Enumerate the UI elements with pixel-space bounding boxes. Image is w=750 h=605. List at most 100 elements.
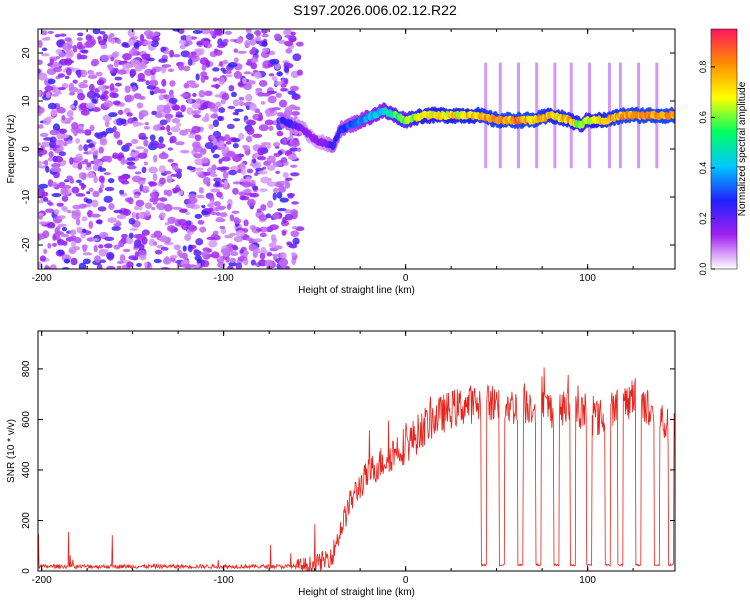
noise-blob xyxy=(98,40,107,46)
noise-blob xyxy=(211,251,220,259)
noise-blob xyxy=(258,259,268,267)
noise-blob xyxy=(152,124,161,131)
snr-ytick-label: 400 xyxy=(21,461,32,478)
noise-blob xyxy=(151,206,156,211)
noise-blob xyxy=(81,216,88,222)
noise-blob xyxy=(38,212,44,217)
noise-blob xyxy=(177,62,185,71)
noise-blob xyxy=(282,29,293,36)
noise-blob xyxy=(238,101,245,107)
noise-blob xyxy=(171,164,179,171)
noise-blob xyxy=(188,224,198,232)
noise-blob xyxy=(267,63,274,68)
noise-blob xyxy=(290,164,298,168)
noise-blob xyxy=(266,181,277,187)
noise-blob xyxy=(278,185,287,193)
noise-blob xyxy=(284,106,293,114)
noise-blob xyxy=(249,49,256,55)
noise-blob xyxy=(195,171,202,176)
noise-blob xyxy=(38,261,43,269)
noise-blob xyxy=(231,91,237,98)
noise-blob xyxy=(275,182,284,188)
noise-blob xyxy=(160,246,169,251)
noise-blob xyxy=(295,226,305,232)
snr-ytick-label: 200 xyxy=(21,512,32,529)
noise-blob xyxy=(210,84,221,88)
noise-blob xyxy=(169,80,176,87)
noise-blob xyxy=(62,206,68,212)
noise-blob xyxy=(250,259,256,266)
noise-blob xyxy=(45,91,51,99)
noise-blob xyxy=(38,68,41,74)
noise-blob xyxy=(246,168,254,174)
noise-blob xyxy=(53,67,62,73)
noise-blob xyxy=(229,214,235,222)
noise-blob xyxy=(292,237,300,245)
noise-blob xyxy=(82,79,88,84)
noise-blob xyxy=(98,131,109,136)
noise-blob xyxy=(57,249,65,256)
noise-blob xyxy=(92,158,100,166)
noise-blob xyxy=(293,106,301,111)
noise-blob xyxy=(217,116,223,121)
noise-blob xyxy=(75,138,81,144)
noise-blob xyxy=(141,236,148,245)
noise-blob xyxy=(127,29,136,37)
noise-blob xyxy=(148,166,158,174)
noise-blob xyxy=(119,254,126,262)
noise-blob xyxy=(213,201,221,207)
noise-blob xyxy=(161,66,166,74)
noise-blob xyxy=(47,242,52,249)
noise-blob xyxy=(44,266,51,269)
noise-blob xyxy=(51,163,61,168)
snr-ytick-label: 800 xyxy=(21,360,32,377)
noise-blob xyxy=(183,39,193,46)
noise-blob xyxy=(143,139,149,147)
noise-blob xyxy=(148,32,153,37)
noise-blob xyxy=(98,187,103,193)
noise-blob xyxy=(206,236,216,241)
noise-blob xyxy=(134,205,139,211)
noise-blob xyxy=(234,108,244,113)
noise-blob xyxy=(209,199,215,206)
noise-blob xyxy=(270,234,277,242)
noise-blob xyxy=(109,92,117,98)
noise-blob xyxy=(259,232,267,238)
noise-blob xyxy=(257,147,265,156)
noise-blob xyxy=(181,263,192,269)
noise-blob xyxy=(169,135,177,144)
noise-blob xyxy=(55,231,64,236)
noise-blob xyxy=(88,142,95,148)
noise-blob xyxy=(284,213,294,221)
noise-blob xyxy=(69,91,76,96)
noise-blob xyxy=(217,205,227,210)
noise-blob xyxy=(196,41,204,46)
noise-blob xyxy=(63,179,70,183)
noise-blob xyxy=(201,250,210,258)
noise-blob xyxy=(195,238,204,246)
noise-blob xyxy=(202,101,209,110)
noise-blob xyxy=(57,73,66,78)
noise-blob xyxy=(81,109,90,116)
noise-blob xyxy=(290,230,300,238)
noise-blob xyxy=(202,176,211,185)
noise-blob xyxy=(144,210,151,217)
noise-blob xyxy=(282,172,289,178)
noise-blob xyxy=(83,144,89,152)
noise-blob xyxy=(78,81,86,89)
noise-blob xyxy=(222,171,229,179)
noise-blob xyxy=(144,202,152,209)
noise-blob xyxy=(227,105,236,110)
noise-blob xyxy=(100,54,110,62)
noise-blob xyxy=(139,255,147,261)
noise-blob xyxy=(44,85,54,92)
noise-blob xyxy=(96,263,103,269)
noise-blob xyxy=(66,175,73,180)
noise-blob xyxy=(128,217,136,225)
noise-blob xyxy=(200,29,211,35)
figure-title: S197.2026.006.02.12.R22 xyxy=(293,2,457,18)
noise-blob xyxy=(41,141,50,148)
noise-blob xyxy=(68,246,77,255)
noise-blob xyxy=(116,265,122,269)
noise-blob xyxy=(272,161,283,168)
